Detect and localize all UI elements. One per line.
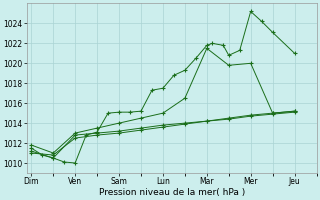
X-axis label: Pression niveau de la mer( hPa ): Pression niveau de la mer( hPa ) <box>99 188 245 197</box>
